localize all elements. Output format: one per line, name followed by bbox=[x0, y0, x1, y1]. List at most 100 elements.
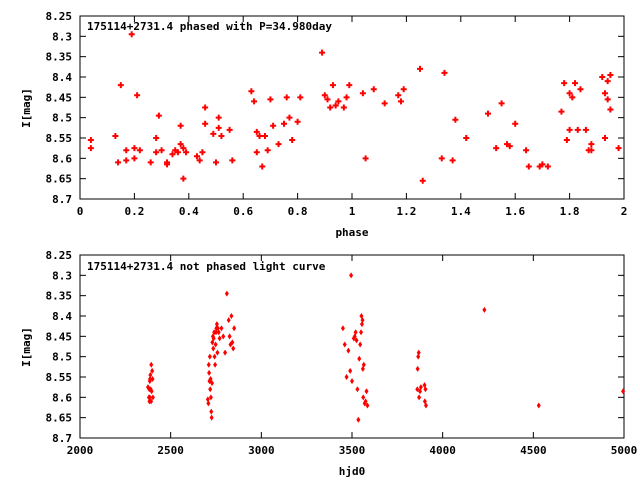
data-point bbox=[213, 341, 218, 348]
data-point bbox=[215, 124, 222, 131]
data-point bbox=[196, 157, 203, 164]
data-point bbox=[381, 100, 388, 107]
data-point bbox=[147, 159, 154, 166]
x-tick-label: 2500 bbox=[157, 444, 184, 457]
y-tick-label: 8.4 bbox=[52, 71, 72, 84]
data-point bbox=[216, 329, 221, 336]
data-point bbox=[601, 90, 608, 97]
data-point bbox=[87, 145, 94, 152]
data-point bbox=[149, 398, 154, 405]
data-point bbox=[150, 394, 155, 401]
data-point bbox=[343, 94, 350, 101]
data-point bbox=[357, 355, 362, 362]
data-point bbox=[207, 369, 212, 376]
data-point bbox=[332, 102, 339, 109]
data-point bbox=[136, 147, 143, 154]
data-point bbox=[349, 272, 354, 279]
data-point bbox=[115, 159, 122, 166]
x-tick-label: 3500 bbox=[339, 444, 366, 457]
data-point bbox=[358, 341, 363, 348]
data-point bbox=[365, 402, 370, 409]
data-point bbox=[221, 333, 226, 340]
data-point bbox=[297, 94, 304, 101]
x-tick-label: 1.6 bbox=[505, 205, 525, 218]
y-tick-label: 8.3 bbox=[52, 269, 72, 282]
data-point bbox=[415, 365, 420, 372]
data-point bbox=[441, 69, 448, 76]
data-point bbox=[348, 367, 353, 374]
data-point bbox=[164, 161, 171, 168]
data-point bbox=[354, 337, 359, 344]
data-point bbox=[572, 80, 579, 87]
data-point bbox=[210, 130, 217, 137]
data-point bbox=[504, 141, 511, 148]
data-point bbox=[615, 145, 622, 152]
data-point bbox=[482, 306, 487, 313]
data-point bbox=[270, 122, 277, 129]
data-point bbox=[604, 78, 611, 85]
y-tick-label: 8.7 bbox=[52, 432, 72, 445]
data-point bbox=[208, 394, 213, 401]
data-point bbox=[210, 380, 215, 387]
y-tick-label: 8.35 bbox=[46, 51, 73, 64]
data-point bbox=[205, 396, 210, 403]
unphased-y-axis-label: I[mag] bbox=[20, 327, 33, 367]
data-point bbox=[275, 141, 282, 148]
data-point bbox=[536, 402, 541, 409]
data-point bbox=[208, 376, 213, 383]
data-point bbox=[294, 118, 301, 125]
data-point bbox=[536, 163, 543, 170]
data-point bbox=[327, 104, 334, 111]
data-point bbox=[112, 132, 119, 139]
data-point bbox=[588, 147, 595, 154]
data-point bbox=[512, 120, 519, 127]
data-point bbox=[209, 414, 214, 421]
phased-x-axis-label: phase bbox=[335, 226, 368, 239]
data-point bbox=[153, 135, 160, 141]
data-point bbox=[558, 108, 565, 115]
y-tick-label: 8.45 bbox=[46, 91, 73, 104]
data-point bbox=[452, 116, 459, 123]
data-point bbox=[604, 96, 611, 103]
data-point bbox=[283, 94, 290, 101]
data-point bbox=[329, 82, 336, 89]
y-tick-label: 8.25 bbox=[46, 10, 73, 23]
data-point bbox=[174, 149, 181, 156]
data-point bbox=[416, 353, 421, 360]
data-point bbox=[525, 163, 532, 170]
data-point bbox=[177, 141, 184, 148]
data-point bbox=[180, 175, 187, 182]
data-point bbox=[485, 110, 491, 117]
data-point bbox=[359, 329, 364, 336]
phased-plot-title: 175114+2731.4 phased with P=34.980day bbox=[87, 20, 332, 33]
data-point bbox=[117, 82, 124, 89]
data-point bbox=[172, 147, 179, 154]
data-point bbox=[523, 147, 530, 154]
y-tick-label: 8.3 bbox=[52, 30, 72, 43]
data-point bbox=[214, 329, 218, 336]
data-point bbox=[227, 333, 232, 340]
data-point bbox=[561, 80, 568, 87]
data-point bbox=[582, 126, 589, 133]
data-point bbox=[359, 321, 364, 328]
data-point bbox=[128, 31, 135, 38]
data-point bbox=[206, 400, 211, 407]
data-point bbox=[218, 132, 225, 139]
data-point bbox=[359, 90, 366, 97]
data-point bbox=[286, 114, 293, 121]
data-point bbox=[463, 135, 470, 141]
data-point bbox=[574, 126, 581, 133]
data-point bbox=[563, 137, 570, 144]
data-point bbox=[363, 398, 368, 405]
plot-frame bbox=[79, 15, 625, 200]
data-point bbox=[150, 367, 155, 374]
x-tick-label: 0.6 bbox=[233, 205, 253, 218]
data-point bbox=[213, 361, 218, 368]
y-tick-label: 8.6 bbox=[52, 391, 72, 404]
data-point bbox=[423, 402, 428, 409]
unphased-plot-title: 175114+2731.4 not phased light curve bbox=[87, 260, 326, 273]
data-point bbox=[226, 126, 233, 133]
data-point bbox=[259, 163, 266, 170]
data-point bbox=[256, 132, 263, 139]
